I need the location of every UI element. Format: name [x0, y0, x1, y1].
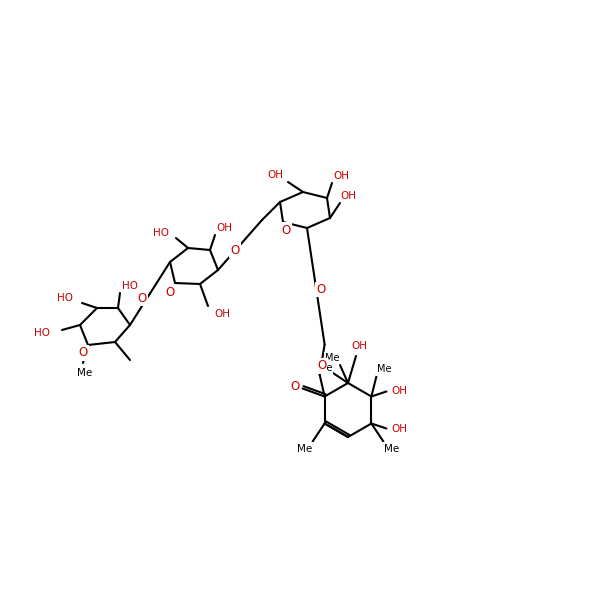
Text: Me: Me — [77, 368, 92, 378]
Text: O: O — [137, 292, 146, 305]
Text: O: O — [166, 286, 175, 298]
Text: HO: HO — [122, 281, 138, 291]
Text: O: O — [79, 346, 88, 359]
Text: OH: OH — [216, 223, 232, 233]
Text: OH: OH — [340, 191, 356, 201]
Text: O: O — [230, 244, 239, 257]
Text: OH: OH — [391, 425, 407, 434]
Text: O: O — [281, 223, 290, 236]
Text: OH: OH — [333, 171, 349, 181]
Text: OH: OH — [267, 170, 283, 180]
Text: Me: Me — [384, 443, 399, 454]
Text: OH: OH — [391, 385, 407, 395]
Text: HO: HO — [34, 328, 50, 338]
Text: O: O — [317, 359, 326, 372]
Text: OH: OH — [351, 341, 367, 351]
Text: Me: Me — [318, 363, 332, 373]
Text: O: O — [290, 380, 299, 393]
Text: O: O — [316, 283, 325, 296]
Text: HO: HO — [57, 293, 73, 303]
Text: HO: HO — [153, 228, 169, 238]
Text: Me: Me — [297, 443, 312, 454]
Text: Me: Me — [325, 353, 339, 363]
Text: OH: OH — [214, 309, 230, 319]
Text: Me: Me — [377, 364, 392, 374]
